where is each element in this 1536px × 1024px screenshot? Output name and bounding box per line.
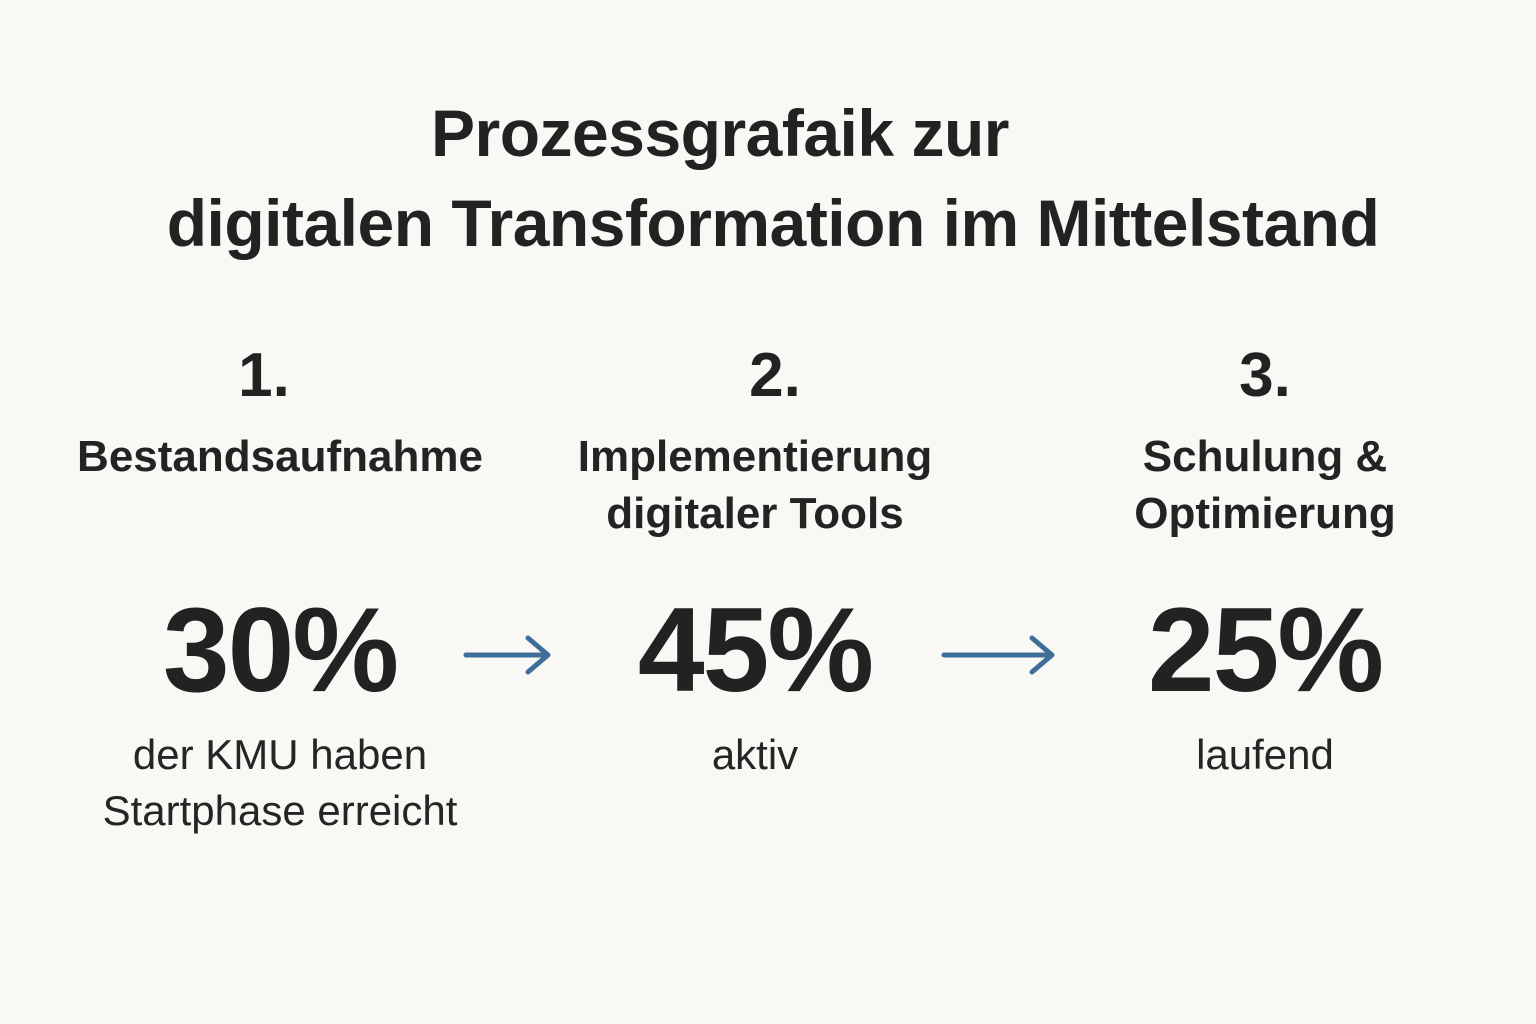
step-description: aktiv — [520, 727, 990, 783]
step-percentage: 30% — [162, 583, 399, 717]
step-title-line: Schulung & — [1142, 432, 1388, 481]
step-title-line: digitaler Tools — [606, 489, 904, 538]
step-percentage: 25% — [1147, 583, 1384, 717]
step-title-line: Implementierung — [577, 432, 933, 481]
step-description-line: aktiv — [711, 731, 799, 778]
step-number: 3. — [1239, 341, 1291, 410]
step-description-line: Startphase erreicht — [102, 787, 458, 834]
step-title: Schulung & Optimierung — [1020, 428, 1510, 542]
arrow-right-icon — [463, 635, 551, 675]
step-description-line: der KMU haben — [132, 731, 428, 778]
step-description-line: laufend — [1196, 731, 1334, 778]
step-percentage: 45% — [637, 583, 874, 717]
step-title-line: Optimierung — [1134, 489, 1396, 538]
step-description: laufend — [1020, 727, 1510, 783]
title-line-1: Prozessgrafaik zur — [431, 96, 1009, 170]
step-title: Bestandsaufnahme — [40, 428, 520, 485]
page-title: Prozessgrafaik zur digitalen Transformat… — [0, 88, 1536, 268]
arrow-right-icon — [941, 635, 1055, 675]
title-line-2: digitalen Transformation im Mittelstand — [166, 186, 1380, 260]
step-title: Implementierung digitaler Tools — [520, 428, 990, 542]
step-title-line: Bestandsaufnahme — [77, 432, 483, 481]
step-number: 1. — [238, 341, 290, 410]
step-number: 2. — [749, 341, 801, 410]
step-description: der KMU haben Startphase erreicht — [40, 727, 520, 839]
